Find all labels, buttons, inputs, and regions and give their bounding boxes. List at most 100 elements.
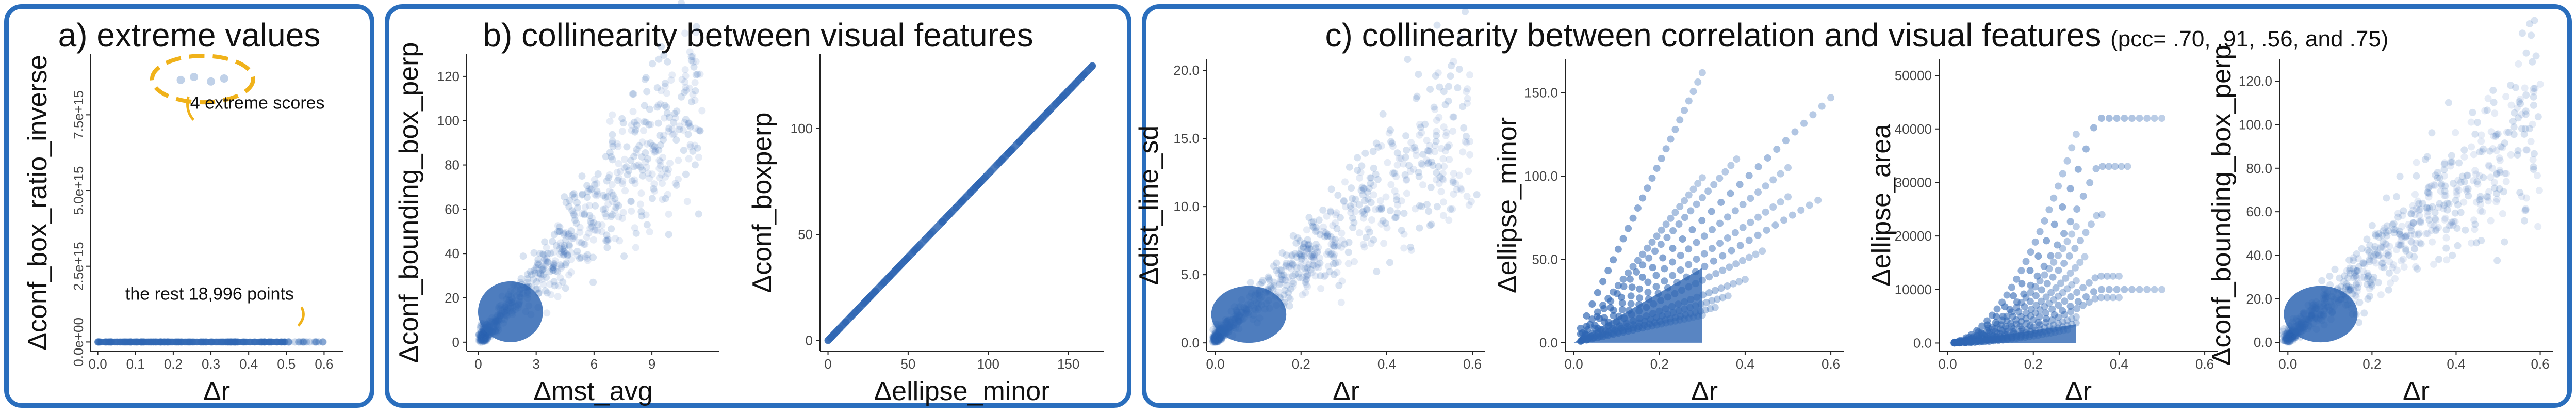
data-point [651, 187, 659, 195]
data-point [1212, 336, 1220, 344]
data-point [1577, 324, 1584, 332]
annotation-extreme: 4 extreme scores [190, 93, 325, 113]
x-tick-label: 0.0 [1565, 356, 1583, 372]
data-point [544, 250, 551, 258]
data-point [1435, 163, 1442, 170]
data-point [1769, 176, 1777, 184]
x-axis-label: Δr [2065, 376, 2092, 406]
data-point [1322, 229, 1330, 236]
data-point [1308, 251, 1316, 259]
data-point [1403, 176, 1410, 183]
data-point [2045, 206, 2053, 214]
data-point [1645, 254, 1653, 262]
data-point [567, 256, 575, 263]
data-point [1209, 332, 1217, 340]
data-point [1424, 147, 1432, 154]
data-point [1389, 142, 1397, 150]
data-point [1610, 312, 1617, 320]
data-point [1685, 261, 1693, 268]
data-point [562, 229, 570, 236]
data-point [635, 142, 643, 150]
data-point [1446, 141, 1453, 149]
data-point [1754, 231, 1762, 239]
data-point [2068, 144, 2076, 152]
data-point [2020, 290, 2028, 298]
data-point [2477, 131, 2485, 139]
data-point [2066, 303, 2074, 310]
data-point [576, 229, 584, 236]
data-point [657, 100, 664, 108]
data-point [2113, 286, 2121, 293]
data-point [2425, 193, 2433, 201]
data-point [2063, 237, 2071, 245]
data-point [2417, 218, 2424, 226]
data-point [1307, 245, 1315, 253]
data-point [541, 238, 549, 246]
data-point [1211, 336, 1219, 344]
data-point [564, 232, 572, 240]
data-point [1671, 125, 1679, 133]
x-tick-label: 0 [474, 356, 482, 372]
data-point [1418, 129, 1425, 137]
data-point [1212, 336, 1220, 343]
data-point [1314, 248, 1321, 256]
data-point [1658, 226, 1665, 234]
data-point [657, 141, 664, 149]
data-point [1341, 240, 1349, 248]
data-point [1309, 253, 1317, 261]
data-point [2082, 145, 2090, 153]
data-point [1651, 247, 1659, 255]
data-point [1659, 254, 1667, 262]
extreme-pointer [186, 96, 195, 121]
data-point [613, 200, 621, 208]
data-point [1208, 336, 1216, 343]
data-point [1214, 334, 1222, 342]
data-point [1450, 190, 1457, 198]
data-point [631, 224, 638, 232]
data-point [1377, 142, 1385, 150]
data-point [1303, 226, 1310, 234]
data-point [1438, 175, 1446, 183]
data-point [665, 114, 673, 121]
data-point [1462, 138, 1469, 146]
data-point [1604, 267, 1612, 275]
data-point [1213, 337, 1221, 345]
data-point [1346, 163, 1353, 171]
data-point [554, 293, 562, 300]
chart-b1: 0 3 6 9020406080100120Δmst_avgΔconf_boundin… [394, 0, 719, 406]
collinear-trace [824, 62, 1096, 344]
data-point [1814, 196, 1822, 204]
data-point [480, 334, 488, 342]
data-point [2050, 220, 2058, 228]
data-point [609, 191, 617, 199]
data-point [2451, 209, 2459, 217]
data-point [681, 66, 689, 74]
data-point [2063, 157, 2071, 165]
data-point [2430, 260, 2438, 268]
data-point [608, 153, 615, 161]
data-point [484, 334, 491, 342]
data-point [560, 248, 568, 256]
x-tick-label: 0.6 [2195, 356, 2214, 372]
data-point [1289, 232, 1297, 240]
data-point [481, 337, 489, 344]
data-point [1216, 336, 1223, 344]
data-point [480, 334, 487, 342]
data-point [1316, 231, 1324, 239]
data-point [638, 212, 646, 220]
data-point [2390, 226, 2398, 233]
data-point [1711, 304, 1719, 311]
data-point [477, 337, 485, 344]
data-point [1736, 242, 1744, 249]
data-point [598, 228, 606, 236]
data-point [2368, 221, 2376, 229]
data-point [2390, 229, 2398, 236]
data-point [481, 335, 488, 342]
data-point [481, 335, 488, 343]
x-axis-label: Δr [1333, 376, 1359, 406]
data-point [1283, 260, 1290, 267]
data-point [2470, 216, 2478, 224]
data-point [1215, 333, 1223, 341]
data-point [474, 336, 482, 344]
